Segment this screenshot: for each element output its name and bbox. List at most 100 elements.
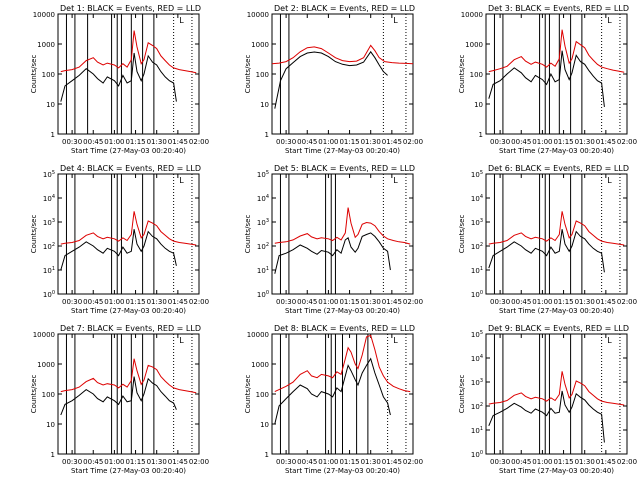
panel-5-xlabel-4: 01:15 bbox=[339, 298, 359, 306]
panel-2-xlabel-4: 01:15 bbox=[339, 138, 359, 146]
panel-1-ylabel-2: 10 bbox=[46, 101, 55, 109]
panel-3-xlabel-3: 01:00 bbox=[532, 138, 552, 146]
panel-7-xlabel-5: 01:30 bbox=[147, 458, 167, 466]
panel-5-title: Det 5: BLACK = Events, RED = LLD bbox=[274, 164, 415, 173]
panel-6-xlabel-6: 01:45 bbox=[596, 298, 616, 306]
panel-8-ylabel-1: 1 bbox=[265, 451, 269, 459]
panel-4-ylabel-2: 101 bbox=[43, 266, 55, 275]
panel-6-ylabel-6: 105 bbox=[471, 170, 483, 179]
panel-8-xlabel-3: 01:00 bbox=[318, 458, 338, 466]
panel-5-xlabel-7: 02:00 bbox=[403, 298, 423, 306]
panel-5-ylabel-1: 100 bbox=[257, 290, 269, 299]
panel-5-xlabel-6: 01:45 bbox=[382, 298, 402, 306]
panel-2-ylabel-5: 10000 bbox=[247, 11, 269, 19]
panel-1-frame bbox=[57, 13, 200, 135]
panel-3-series-lld bbox=[488, 29, 625, 73]
panel-3-xlabel-6: 01:45 bbox=[596, 138, 616, 146]
panel-8-xlabel-6: 01:45 bbox=[382, 458, 402, 466]
panel-5-xlabel-2: 00:45 bbox=[297, 298, 317, 306]
panel-1-xlabel-2: 00:45 bbox=[83, 138, 103, 146]
panel-6-frame bbox=[485, 173, 628, 295]
panel-3-ylabel-4: 1000 bbox=[465, 41, 483, 49]
panel-3-ylabel-3: 100 bbox=[470, 71, 483, 79]
panel-8-xlabel-7: 02:00 bbox=[403, 458, 423, 466]
panel-5-ylabel-5: 104 bbox=[257, 194, 269, 203]
panel-1-xlabel-6: 01:45 bbox=[168, 138, 188, 146]
panel-7-ylabel-1: 1 bbox=[51, 451, 55, 459]
panel-3-xaxis-title: Start Time (27-May-03 00:20:40) bbox=[499, 147, 614, 155]
panel-7-series-events bbox=[60, 376, 177, 416]
panel-5-series-events bbox=[274, 232, 391, 274]
panel-5-ylabel-4: 103 bbox=[257, 218, 269, 227]
panel-7-xaxis-title: Start Time (27-May-03 00:20:40) bbox=[71, 467, 186, 475]
panel-2-xlabel-1: 00:30 bbox=[276, 138, 296, 146]
panel-7-xlabel-4: 01:15 bbox=[125, 458, 145, 466]
panel-9-frame bbox=[485, 333, 628, 455]
panel-3-xlabel-5: 01:30 bbox=[575, 138, 595, 146]
panel-7-xlabel-7: 02:00 bbox=[189, 458, 209, 466]
panel-4-legend-marker: L bbox=[179, 176, 184, 185]
panel-1-xlabel-4: 01:15 bbox=[125, 138, 145, 146]
panel-8-ylabel-2: 10 bbox=[260, 421, 269, 429]
panel-2-xlabel-3: 01:00 bbox=[318, 138, 338, 146]
panel-8-title: Det 8: BLACK = Events, RED = LLD bbox=[274, 324, 415, 333]
panel-5-xaxis-title: Start Time (27-May-03 00:20:40) bbox=[285, 307, 400, 315]
panel-4-ylabel-4: 103 bbox=[43, 218, 55, 227]
panel-6-ylabel-3: 102 bbox=[471, 242, 483, 251]
panel-4-xlabel-5: 01:30 bbox=[147, 298, 167, 306]
panel-8-xaxis-title: Start Time (27-May-03 00:20:40) bbox=[285, 467, 400, 475]
panel-2-xlabel-2: 00:45 bbox=[297, 138, 317, 146]
panel-3-yaxis-title: Counts/sec bbox=[458, 55, 466, 94]
panel-1-xlabel-5: 01:30 bbox=[147, 138, 167, 146]
panel-5-series-lld bbox=[274, 207, 411, 245]
panel-6-series-lld bbox=[488, 211, 625, 246]
panel-7-xlabel-3: 01:00 bbox=[104, 458, 124, 466]
panel-5-xlabel-1: 00:30 bbox=[276, 298, 296, 306]
panel-2-xlabel-6: 01:45 bbox=[382, 138, 402, 146]
panel-9-xlabel-1: 00:30 bbox=[490, 458, 510, 466]
panel-1-title: Det 1: BLACK = Events, RED = LLD bbox=[60, 4, 201, 13]
panel-8-ylabel-4: 1000 bbox=[251, 361, 269, 369]
panel-2-ylabel-4: 1000 bbox=[251, 41, 269, 49]
panel-4-ylabel-3: 102 bbox=[43, 242, 55, 251]
panel-3-legend-marker: L bbox=[607, 16, 612, 25]
panel-9-ylabel-1: 100 bbox=[471, 450, 483, 459]
panel-8-series-lld bbox=[274, 334, 411, 393]
panel-9-series-lld bbox=[488, 371, 625, 406]
panel-6-series-events bbox=[488, 229, 605, 273]
panel-2-legend-marker: L bbox=[393, 16, 398, 25]
panel-9-ylabel-4: 103 bbox=[471, 378, 483, 387]
panel-1-ylabel-1: 1 bbox=[51, 131, 55, 139]
panel-3-ylabel-1: 1 bbox=[479, 131, 483, 139]
panel-9-ylabel-2: 101 bbox=[471, 426, 483, 435]
panel-4-xlabel-7: 02:00 bbox=[189, 298, 209, 306]
panel-7-ylabel-3: 100 bbox=[42, 391, 55, 399]
panel-1-xlabel-7: 02:00 bbox=[189, 138, 209, 146]
panel-7-yaxis-title: Counts/sec bbox=[30, 375, 38, 414]
panel-5-ylabel-3: 102 bbox=[257, 242, 269, 251]
panel-7-xlabel-1: 00:30 bbox=[62, 458, 82, 466]
panel-4-xlabel-2: 00:45 bbox=[83, 298, 103, 306]
panel-4-yaxis-title: Counts/sec bbox=[30, 215, 38, 254]
panel-4-xlabel-1: 00:30 bbox=[62, 298, 82, 306]
panel-7-ylabel-5: 10000 bbox=[33, 331, 55, 339]
panel-2-ylabel-2: 10 bbox=[260, 101, 269, 109]
panel-8-xlabel-4: 01:15 bbox=[339, 458, 359, 466]
panel-3-title: Det 3: BLACK = Events, RED = LLD bbox=[488, 4, 629, 13]
panel-2-ylabel-3: 100 bbox=[256, 71, 269, 79]
panel-2-yaxis-title: Counts/sec bbox=[244, 55, 252, 94]
panel-4-ylabel-5: 104 bbox=[43, 194, 55, 203]
panel-5-frame bbox=[271, 173, 414, 295]
panel-5-xlabel-5: 01:30 bbox=[361, 298, 381, 306]
panel-9-title: Det 9: BLACK = Events, RED = LLD bbox=[488, 324, 629, 333]
panel-2-series-lld bbox=[271, 44, 414, 65]
panel-8-ylabel-5: 10000 bbox=[247, 331, 269, 339]
panel-9-xlabel-2: 00:45 bbox=[511, 458, 531, 466]
panel-2-xlabel-5: 01:30 bbox=[361, 138, 381, 146]
panel-4-frame bbox=[57, 173, 200, 295]
panel-9-xaxis-title: Start Time (27-May-03 00:20:40) bbox=[499, 467, 614, 475]
panel-1-series-lld bbox=[60, 30, 197, 74]
panel-8-ylabel-3: 100 bbox=[256, 391, 269, 399]
panel-5-ylabel-2: 101 bbox=[257, 266, 269, 275]
